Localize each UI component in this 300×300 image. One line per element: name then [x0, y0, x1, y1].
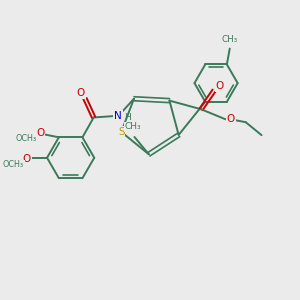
Text: N: N	[114, 111, 122, 121]
Text: O: O	[23, 154, 31, 164]
Text: CH₃: CH₃	[222, 35, 238, 44]
Text: CH₃: CH₃	[125, 122, 141, 131]
Text: OCH₃: OCH₃	[3, 160, 24, 169]
Text: S: S	[118, 127, 124, 137]
Text: OCH₃: OCH₃	[15, 134, 36, 143]
Text: O: O	[216, 81, 224, 91]
Text: O: O	[76, 88, 85, 98]
Text: O: O	[36, 128, 44, 138]
Text: H: H	[124, 113, 131, 122]
Text: O: O	[226, 114, 235, 124]
